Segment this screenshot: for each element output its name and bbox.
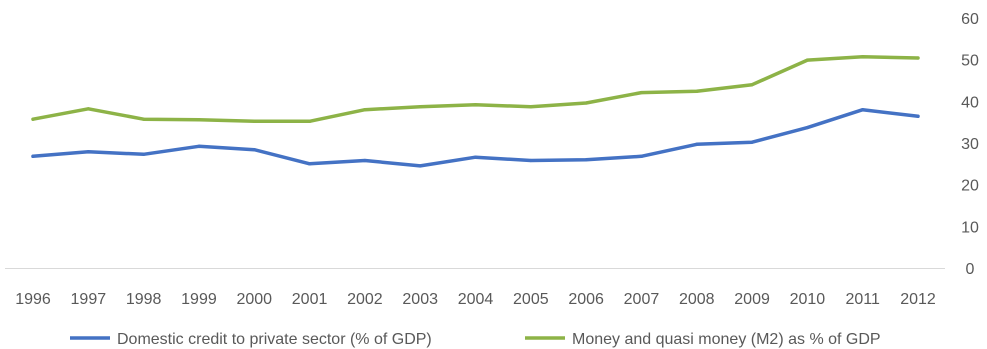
data-point bbox=[197, 144, 201, 148]
data-point bbox=[418, 164, 422, 168]
data-point bbox=[363, 108, 367, 112]
data-point bbox=[418, 105, 422, 109]
data-point bbox=[86, 150, 90, 154]
y-tick-label: 40 bbox=[961, 94, 979, 111]
x-tick-label: 1997 bbox=[71, 291, 107, 308]
x-axis-ticks: 1996 1997 1998 1999 2000 2001 2002 2003 2004 2005… bbox=[15, 291, 936, 308]
x-tick-label: 2000 bbox=[236, 291, 272, 308]
y-tick-label: 50 bbox=[961, 53, 979, 70]
x-tick-label: 2006 bbox=[568, 291, 604, 308]
data-point bbox=[307, 119, 312, 123]
data-point bbox=[584, 101, 588, 105]
data-point bbox=[750, 140, 754, 144]
data-point bbox=[639, 154, 644, 158]
y-tick-label: 30 bbox=[961, 136, 979, 153]
x-tick-label: 2011 bbox=[845, 291, 880, 308]
x-tick-label: 2007 bbox=[624, 291, 660, 308]
x-tick-label: 2002 bbox=[347, 291, 383, 308]
y-tick-label: 20 bbox=[961, 178, 979, 195]
data-point bbox=[307, 162, 312, 166]
data-point bbox=[584, 158, 588, 162]
x-tick-label: 2008 bbox=[679, 291, 715, 308]
data-point bbox=[31, 154, 35, 158]
data-point bbox=[529, 158, 533, 163]
x-tick-label: 2012 bbox=[900, 291, 936, 308]
data-point bbox=[695, 142, 699, 146]
x-tick-label: 2004 bbox=[458, 291, 494, 308]
data-point bbox=[31, 117, 35, 121]
y-tick-label: 60 bbox=[961, 11, 979, 28]
series-lines bbox=[31, 54, 920, 168]
data-point bbox=[363, 158, 367, 163]
x-tick-label: 2003 bbox=[402, 291, 438, 308]
data-point bbox=[805, 125, 809, 130]
x-tick-label: 2010 bbox=[790, 291, 826, 308]
data-point bbox=[86, 107, 90, 111]
data-point bbox=[473, 155, 478, 159]
data-point bbox=[916, 114, 920, 118]
data-point bbox=[252, 148, 256, 152]
legend-label: Money and quasi money (M2) as % of GDP bbox=[572, 331, 881, 348]
data-point bbox=[861, 55, 865, 59]
x-tick-label: 2005 bbox=[513, 291, 549, 308]
y-tick-label: 0 bbox=[966, 261, 975, 278]
data-point bbox=[639, 90, 644, 95]
data-point bbox=[695, 89, 699, 93]
series-line-2 bbox=[31, 54, 920, 124]
data-point bbox=[473, 103, 478, 107]
legend-label: Domestic credit to private sector (% of … bbox=[117, 331, 432, 348]
x-tick-label: 2009 bbox=[734, 291, 770, 308]
data-point bbox=[197, 118, 201, 122]
x-tick-label: 2001 bbox=[292, 291, 328, 308]
x-tick-label: 1996 bbox=[15, 291, 51, 308]
y-axis-ticks: 0 10 20 30 40 50 60 bbox=[961, 11, 979, 278]
data-point bbox=[805, 58, 809, 62]
x-tick-label: 1999 bbox=[181, 291, 217, 308]
y-tick-label: 10 bbox=[961, 219, 979, 236]
data-point bbox=[750, 83, 754, 87]
data-point bbox=[142, 117, 146, 121]
data-point bbox=[252, 119, 256, 123]
data-point bbox=[529, 105, 533, 109]
data-point bbox=[861, 108, 865, 112]
legend: Domestic credit to private sector (% of … bbox=[70, 331, 881, 348]
data-point bbox=[916, 56, 920, 60]
x-tick-label: 1998 bbox=[126, 291, 162, 308]
data-point bbox=[142, 152, 146, 156]
